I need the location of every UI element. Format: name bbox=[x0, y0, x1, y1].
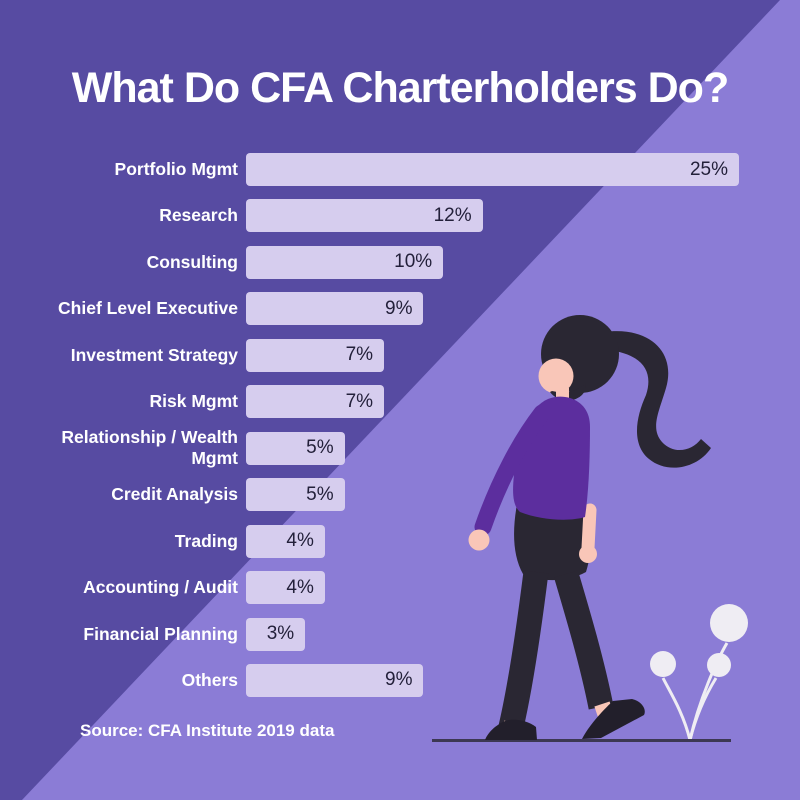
value-label: 25% bbox=[689, 158, 728, 180]
bar-row: Consulting 10% bbox=[0, 245, 800, 279]
bar-row: Risk Mgmt 7% bbox=[0, 385, 800, 419]
woman-ponytail bbox=[604, 331, 711, 468]
bar: 10% bbox=[246, 245, 444, 279]
bar: 9% bbox=[246, 292, 424, 326]
woman-back-leg bbox=[498, 570, 549, 730]
value-label: 5% bbox=[306, 483, 334, 505]
value-label: 7% bbox=[345, 344, 374, 366]
category-label: Others bbox=[181, 669, 238, 690]
chart-title: What Do CFA Charterholders Do? bbox=[71, 64, 729, 112]
woman-front-shoe bbox=[582, 699, 645, 739]
bar-row: Chief Level Executive 9% bbox=[0, 292, 800, 326]
value-label: 10% bbox=[394, 251, 433, 273]
value-label: 4% bbox=[286, 576, 314, 598]
value-label: 9% bbox=[385, 297, 413, 319]
category-label: Chief Level Executive bbox=[58, 298, 238, 319]
woman-front-leg bbox=[554, 570, 614, 710]
bar: 4% bbox=[246, 571, 325, 605]
value-label: 5% bbox=[306, 437, 334, 459]
category-label: Portfolio Mgmt bbox=[114, 159, 238, 179]
bar-row: Relationship / Wealth Mgmt 5% bbox=[0, 427, 800, 469]
category-label: Trading bbox=[174, 530, 238, 551]
bar: 12% bbox=[246, 199, 483, 233]
woman bbox=[468, 315, 711, 740]
category-label: Relationship / Wealth Mgmt bbox=[61, 427, 238, 469]
category-label: Accounting / Audit bbox=[83, 577, 238, 598]
category-label: Research bbox=[159, 205, 238, 226]
value-label: 9% bbox=[385, 669, 413, 691]
category-label: Credit Analysis bbox=[111, 484, 238, 505]
woman-right-arm bbox=[581, 503, 597, 555]
bar: 7% bbox=[246, 338, 385, 372]
flower-blossom bbox=[707, 653, 731, 677]
bar-row: Trading 4% bbox=[0, 524, 800, 558]
woman-sweater bbox=[513, 396, 590, 520]
bar: 7% bbox=[246, 385, 385, 419]
category-label: Investment Strategy bbox=[70, 344, 238, 365]
woman-right-hand bbox=[579, 545, 597, 563]
bar-row: Others 9% bbox=[0, 663, 800, 697]
bar-row: Financial Planning 3% bbox=[0, 617, 800, 651]
flower-blossom bbox=[710, 604, 748, 642]
bar-row: Investment Strategy 7% bbox=[0, 338, 800, 372]
woman-back-shoe bbox=[485, 719, 537, 740]
bar-row: Portfolio Mgmt 25% bbox=[0, 153, 800, 186]
value-label: 7% bbox=[345, 390, 374, 412]
value-label: 12% bbox=[433, 204, 472, 226]
source-note: Source: CFA Institute 2019 data bbox=[80, 721, 335, 740]
woman-left-hand bbox=[468, 529, 490, 551]
woman-left-sleeve bbox=[474, 404, 551, 536]
dandelion-flowers bbox=[650, 604, 748, 741]
bar: 5% bbox=[246, 478, 345, 512]
bar-row: Research 12% bbox=[0, 199, 800, 233]
category-label: Financial Planning bbox=[83, 623, 238, 644]
bar: 3% bbox=[246, 617, 306, 651]
woman-face bbox=[538, 358, 574, 394]
walking-woman-illustration bbox=[432, 315, 748, 742]
woman-hips bbox=[514, 504, 592, 581]
flower-blossom bbox=[650, 651, 676, 677]
category-label: Risk Mgmt bbox=[149, 391, 238, 412]
bar: 25% bbox=[246, 153, 739, 186]
value-label: 3% bbox=[266, 623, 295, 644]
bar-row: Credit Analysis 5% bbox=[0, 478, 800, 512]
bar: 5% bbox=[246, 431, 345, 465]
bar: 9% bbox=[246, 663, 424, 697]
category-label: Consulting bbox=[146, 251, 238, 272]
bar-row: Accounting / Audit 4% bbox=[0, 571, 800, 605]
value-label: 4% bbox=[286, 530, 314, 552]
bar: 4% bbox=[246, 524, 325, 558]
